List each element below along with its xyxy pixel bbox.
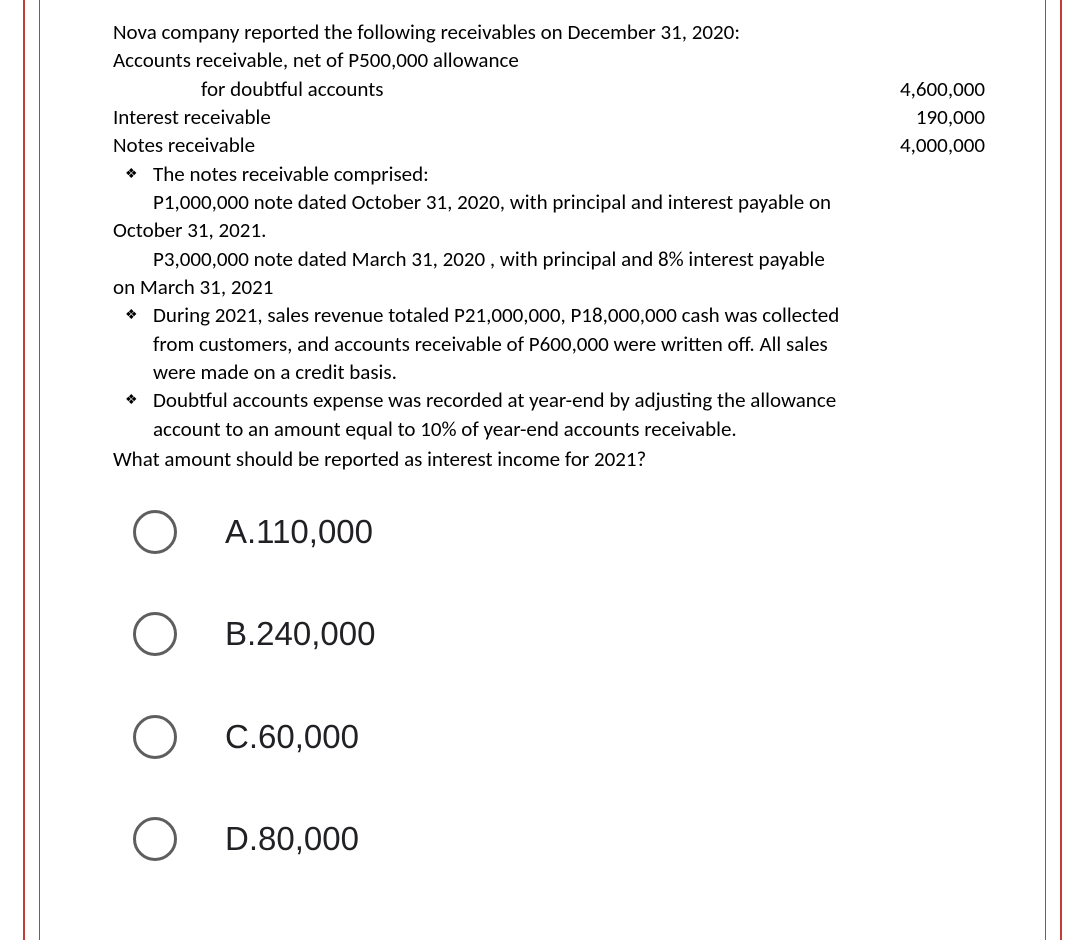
- option-a[interactable]: A.110,000: [113, 510, 985, 555]
- final-question: What amount should be reported as intere…: [113, 445, 985, 473]
- option-b[interactable]: B.240,000: [113, 612, 985, 657]
- option-d-label: D.80,000: [225, 817, 359, 862]
- intro-line-2: Accounts receivable, net of P500,000 all…: [113, 46, 985, 74]
- intro-line-1: Nova company reported the following rece…: [113, 18, 985, 46]
- option-a-label: A.110,000: [225, 510, 373, 555]
- receivable-row-3: Notes receivable 4,000,000: [113, 131, 985, 159]
- receivable-row-2: Interest receivable 190,000: [113, 103, 985, 131]
- row2-label: Interest receivable: [113, 103, 271, 131]
- diamond-bullet-icon: ❖: [113, 160, 153, 188]
- radio-icon: [133, 817, 177, 861]
- bullet1-sub2b: on March 31, 2021: [113, 273, 985, 301]
- row3-amount: 4,000,000: [855, 131, 985, 159]
- option-d[interactable]: D.80,000: [113, 817, 985, 862]
- bullet2c-text: were made on a credit basis.: [113, 358, 985, 386]
- bullet1-sub1b: October 31, 2021.: [113, 216, 985, 244]
- question-content: Nova company reported the following rece…: [113, 18, 985, 920]
- bullet-2: ❖ During 2021, sales revenue totaled P21…: [113, 301, 985, 329]
- bullet1-sub1a: P1,000,000 note dated October 31, 2020, …: [113, 188, 985, 216]
- diamond-bullet-icon: ❖: [113, 301, 153, 329]
- bullet-1: ❖ The notes receivable comprised:: [113, 160, 985, 188]
- option-c-label: C.60,000: [225, 715, 359, 760]
- radio-icon: [133, 612, 177, 656]
- answer-options: A.110,000 B.240,000 C.60,000 D.80,000: [113, 510, 985, 862]
- bullet2a-text: During 2021, sales revenue totaled P21,0…: [153, 301, 985, 329]
- bullet2b-text: from customers, and accounts receivable …: [113, 330, 985, 358]
- row3-label: Notes receivable: [113, 131, 255, 159]
- row1-amount: 4,600,000: [855, 75, 985, 103]
- option-c[interactable]: C.60,000: [113, 715, 985, 760]
- radio-icon: [133, 510, 177, 554]
- option-b-label: B.240,000: [225, 612, 375, 657]
- bullet-3: ❖ Doubtful accounts expense was recorded…: [113, 386, 985, 414]
- diamond-bullet-icon: ❖: [113, 386, 153, 414]
- row1-label: for doubtful accounts: [113, 75, 384, 103]
- bullet1-sub2a: P3,000,000 note dated March 31, 2020 , w…: [113, 245, 985, 273]
- bullet3a-text: Doubtful accounts expense was recorded a…: [153, 386, 985, 414]
- bullet3b-text: account to an amount equal to 10% of yea…: [113, 415, 985, 443]
- radio-icon: [133, 715, 177, 759]
- bullet1-text: The notes receivable comprised:: [153, 160, 985, 188]
- row2-amount: 190,000: [855, 103, 985, 131]
- receivable-row-1: for doubtful accounts 4,600,000: [113, 75, 985, 103]
